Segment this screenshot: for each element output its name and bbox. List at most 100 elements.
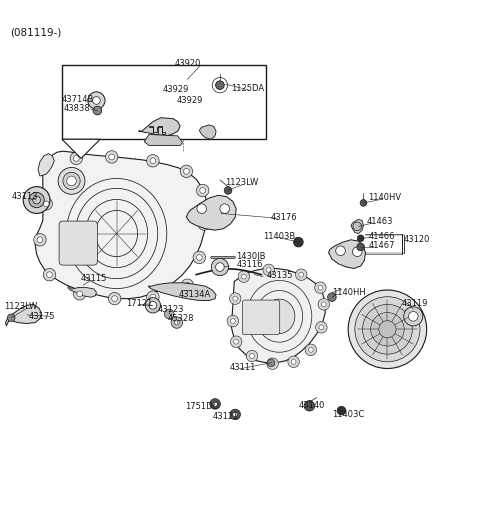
Circle shape: [216, 81, 224, 89]
Text: 43929: 43929: [162, 86, 189, 94]
Polygon shape: [199, 125, 216, 139]
Circle shape: [196, 184, 209, 196]
Circle shape: [233, 296, 238, 301]
Circle shape: [150, 294, 156, 300]
Circle shape: [73, 155, 79, 161]
FancyBboxPatch shape: [59, 221, 97, 265]
Polygon shape: [328, 240, 365, 268]
Circle shape: [180, 165, 192, 177]
Text: 43175: 43175: [28, 312, 55, 321]
Polygon shape: [144, 134, 182, 146]
Polygon shape: [38, 153, 54, 176]
Circle shape: [77, 291, 83, 297]
Text: 1140HV: 1140HV: [368, 193, 401, 202]
Circle shape: [33, 196, 40, 204]
Circle shape: [40, 198, 52, 210]
Ellipse shape: [264, 299, 295, 333]
Text: 1140HH: 1140HH: [332, 288, 366, 297]
Circle shape: [197, 204, 206, 213]
Polygon shape: [149, 126, 165, 134]
Circle shape: [106, 151, 118, 163]
Circle shape: [47, 272, 52, 278]
Text: 43714B: 43714B: [62, 95, 95, 104]
Circle shape: [250, 353, 254, 359]
Circle shape: [73, 288, 86, 300]
Text: 43134A: 43134A: [179, 290, 211, 299]
Circle shape: [88, 92, 105, 109]
Circle shape: [229, 293, 241, 304]
Circle shape: [43, 268, 56, 281]
Text: 43135: 43135: [266, 271, 293, 280]
Text: 17121: 17121: [126, 299, 153, 308]
Circle shape: [201, 221, 207, 227]
Text: 1430JB: 1430JB: [236, 251, 265, 261]
Text: 1123LW: 1123LW: [4, 302, 38, 311]
Circle shape: [327, 293, 336, 302]
Circle shape: [216, 263, 224, 271]
Circle shape: [337, 406, 346, 415]
Circle shape: [238, 271, 250, 282]
Circle shape: [357, 235, 364, 242]
Circle shape: [267, 359, 275, 367]
Circle shape: [304, 401, 315, 411]
Circle shape: [93, 106, 102, 115]
Circle shape: [294, 238, 303, 247]
FancyBboxPatch shape: [62, 65, 266, 139]
Circle shape: [58, 167, 85, 194]
Circle shape: [109, 154, 115, 160]
Circle shape: [63, 172, 80, 189]
Text: 45328: 45328: [167, 314, 194, 323]
Text: 11403B: 11403B: [263, 232, 295, 241]
Text: 43115: 43115: [81, 274, 108, 284]
Circle shape: [352, 247, 362, 256]
Text: 41463: 41463: [367, 216, 393, 226]
Text: 41467: 41467: [368, 241, 395, 250]
Circle shape: [241, 274, 246, 279]
Circle shape: [404, 307, 423, 326]
Circle shape: [200, 188, 205, 193]
Polygon shape: [68, 286, 96, 297]
Circle shape: [171, 317, 182, 328]
Circle shape: [355, 297, 420, 362]
Circle shape: [348, 290, 427, 368]
Polygon shape: [5, 304, 41, 326]
Circle shape: [210, 399, 220, 409]
Text: 43929: 43929: [177, 96, 203, 105]
Circle shape: [263, 264, 275, 275]
Circle shape: [196, 254, 202, 260]
Circle shape: [357, 243, 364, 251]
Circle shape: [299, 272, 304, 277]
Circle shape: [336, 246, 345, 255]
Circle shape: [309, 347, 313, 352]
Circle shape: [29, 192, 44, 208]
Polygon shape: [139, 117, 180, 136]
Circle shape: [360, 200, 367, 206]
Circle shape: [112, 296, 118, 302]
Polygon shape: [35, 151, 207, 299]
Text: 43119: 43119: [402, 299, 428, 308]
Circle shape: [37, 237, 43, 243]
Circle shape: [184, 282, 190, 288]
Circle shape: [230, 409, 240, 420]
Circle shape: [315, 282, 326, 293]
Polygon shape: [231, 268, 325, 363]
Polygon shape: [186, 195, 236, 230]
Text: 43116: 43116: [236, 260, 263, 269]
Circle shape: [318, 299, 329, 310]
Circle shape: [230, 336, 242, 347]
Circle shape: [379, 321, 396, 338]
Text: 1751DD: 1751DD: [185, 402, 219, 411]
Circle shape: [408, 311, 418, 321]
Circle shape: [246, 350, 258, 362]
Circle shape: [93, 96, 100, 104]
Circle shape: [230, 319, 235, 324]
Polygon shape: [148, 283, 216, 301]
Circle shape: [7, 314, 15, 322]
Circle shape: [145, 298, 160, 313]
FancyBboxPatch shape: [242, 300, 280, 334]
Circle shape: [224, 187, 232, 194]
Text: 43121: 43121: [212, 412, 239, 421]
Text: 11403C: 11403C: [332, 410, 364, 419]
Circle shape: [270, 361, 275, 366]
Text: 1125DA: 1125DA: [231, 84, 264, 92]
